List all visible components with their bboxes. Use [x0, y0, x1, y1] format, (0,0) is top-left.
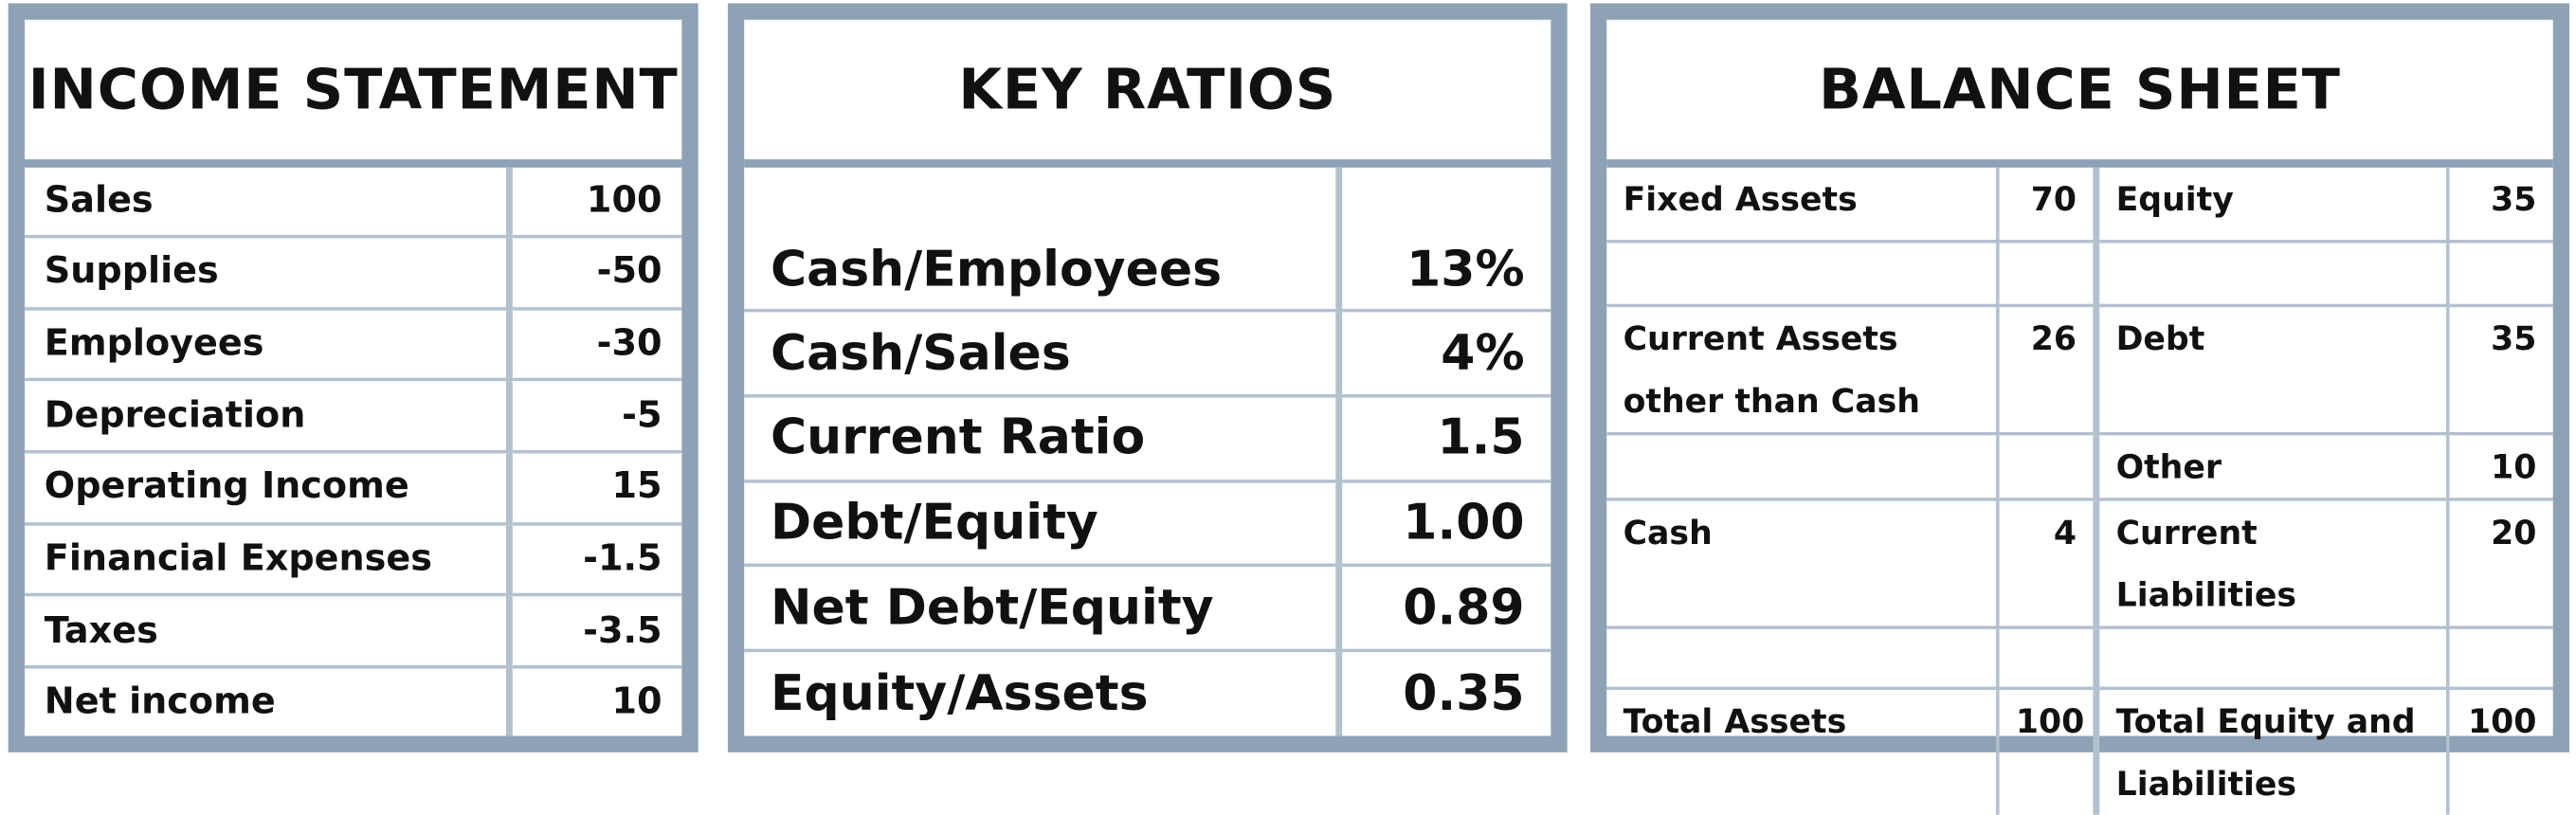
value-cell: -5 [507, 378, 682, 454]
row: Equity/Assets 0.35 [744, 649, 1551, 736]
value-cell [1996, 625, 2100, 691]
value-cell: 35 [2446, 167, 2553, 244]
value-cell [2446, 240, 2553, 308]
value-cell [2446, 625, 2553, 691]
row: Sales 100 [25, 167, 682, 239]
label-cell: Supplies [25, 234, 513, 311]
label-cell: Other [2095, 431, 2450, 501]
income-table: Sales 100 Supplies -50 Employees -30 Depreciat… [25, 167, 682, 736]
value-cell: 4 [1996, 498, 2100, 629]
label-cell: Net income [25, 664, 513, 736]
value-cell: 0.89 [1336, 564, 1551, 653]
value-cell: 20 [2446, 498, 2553, 629]
label-cell: Equity/Assets [744, 649, 1343, 736]
value-cell: -1.5 [507, 521, 682, 597]
panel-title: BALANCE SHEET [1606, 20, 2553, 168]
label-cell: Cash [1606, 498, 2000, 629]
row [1606, 240, 2553, 308]
value-cell: 10 [507, 664, 682, 736]
row: Operating Income 15 [25, 449, 682, 525]
row: Current Ratio 1.5 [744, 393, 1551, 483]
label-cell: Fixed Assets [1606, 167, 2000, 244]
label-cell: Taxes [25, 593, 513, 669]
canvas: INCOME STATEMENT Sales 100 Supplies -50 Empl… [8, 3, 2570, 815]
value-cell: 100 [2446, 686, 2553, 815]
value-cell: 100 [507, 167, 682, 239]
value-cell: 4% [1336, 309, 1551, 398]
row: Taxes -3.5 [25, 593, 682, 669]
value-cell: 100 [1996, 686, 2100, 815]
row: Current Assets other than Cash 26 Debt 35 [1606, 303, 2553, 436]
label-cell: Total Assets [1606, 686, 2000, 815]
value-cell: 1.00 [1336, 479, 1551, 568]
label-cell: Net Debt/Equity [744, 564, 1343, 653]
panel-title: INCOME STATEMENT [25, 20, 682, 168]
label-cell: Cash/Employees [744, 167, 1343, 313]
value-cell [1996, 431, 2100, 501]
row: Cash/Sales 4% [744, 309, 1551, 398]
label-cell: Financial Expenses [25, 521, 513, 597]
label-cell: Current Ratio [744, 393, 1343, 483]
label-cell: Debt/Equity [744, 479, 1343, 568]
value-cell: -3.5 [507, 593, 682, 669]
label-cell: Debt [2095, 303, 2450, 436]
row [1606, 625, 2553, 691]
label-cell: Total Equity and Liabilities [2095, 686, 2450, 815]
value-cell: -50 [507, 234, 682, 311]
value-cell [1996, 240, 2100, 308]
row: Financial Expenses -1.5 [25, 521, 682, 597]
row: Fixed Assets 70 Equity 35 [1606, 167, 2553, 244]
row: Depreciation -5 [25, 378, 682, 454]
value-cell: 10 [2446, 431, 2553, 501]
row: Employees -30 [25, 306, 682, 382]
row: Debt/Equity 1.00 [744, 479, 1551, 568]
value-cell: 1.5 [1336, 393, 1551, 483]
label-cell: Current Liabilities [2095, 498, 2450, 629]
key-ratios-panel: KEY RATIOS Cash/Employees 13% Cash/Sales 4%… [727, 3, 1568, 752]
label-cell [1606, 625, 2000, 691]
row: Total Assets 100 Total Equity and Liabilit… [1606, 686, 2553, 815]
label-cell [2095, 625, 2450, 691]
row: Net Debt/Equity 0.89 [744, 564, 1551, 653]
income-statement-panel: INCOME STATEMENT Sales 100 Supplies -50 Empl… [8, 3, 698, 752]
label-cell: Employees [25, 306, 513, 382]
label-cell [1606, 240, 2000, 308]
label-cell: Equity [2095, 167, 2450, 244]
value-cell: 0.35 [1336, 649, 1551, 736]
row: Other 10 [1606, 431, 2553, 501]
row: Cash/Employees 13% [744, 167, 1551, 313]
row: Net income 10 [25, 664, 682, 736]
value-cell: 70 [1996, 167, 2100, 244]
value-cell: -30 [507, 306, 682, 382]
page: {"income_statement": {"title": "INCOME S… [8, 3, 2570, 815]
label-cell: Current Assets other than Cash [1606, 303, 2000, 436]
ratios-table: Cash/Employees 13% Cash/Sales 4% Current Rat… [744, 167, 1551, 736]
value-cell: 35 [2446, 303, 2553, 436]
label-cell: Operating Income [25, 449, 513, 525]
row: Cash 4 Current Liabilities 20 [1606, 498, 2553, 629]
label-cell: Depreciation [25, 378, 513, 454]
label-cell: Cash/Sales [744, 309, 1343, 398]
label-cell [2095, 240, 2450, 308]
value-cell: 15 [507, 449, 682, 525]
balance-table: Fixed Assets 70 Equity 35 Current Assets oth… [1606, 167, 2553, 815]
panel-title: KEY RATIOS [744, 20, 1551, 168]
value-cell: 13% [1336, 167, 1551, 313]
value-cell: 26 [1996, 303, 2100, 436]
balance-sheet-panel: BALANCE SHEET Fixed Assets 70 Equity 35 Curr… [1589, 3, 2570, 815]
row: Supplies -50 [25, 234, 682, 311]
label-cell [1606, 431, 2000, 501]
label-cell: Sales [25, 167, 513, 239]
